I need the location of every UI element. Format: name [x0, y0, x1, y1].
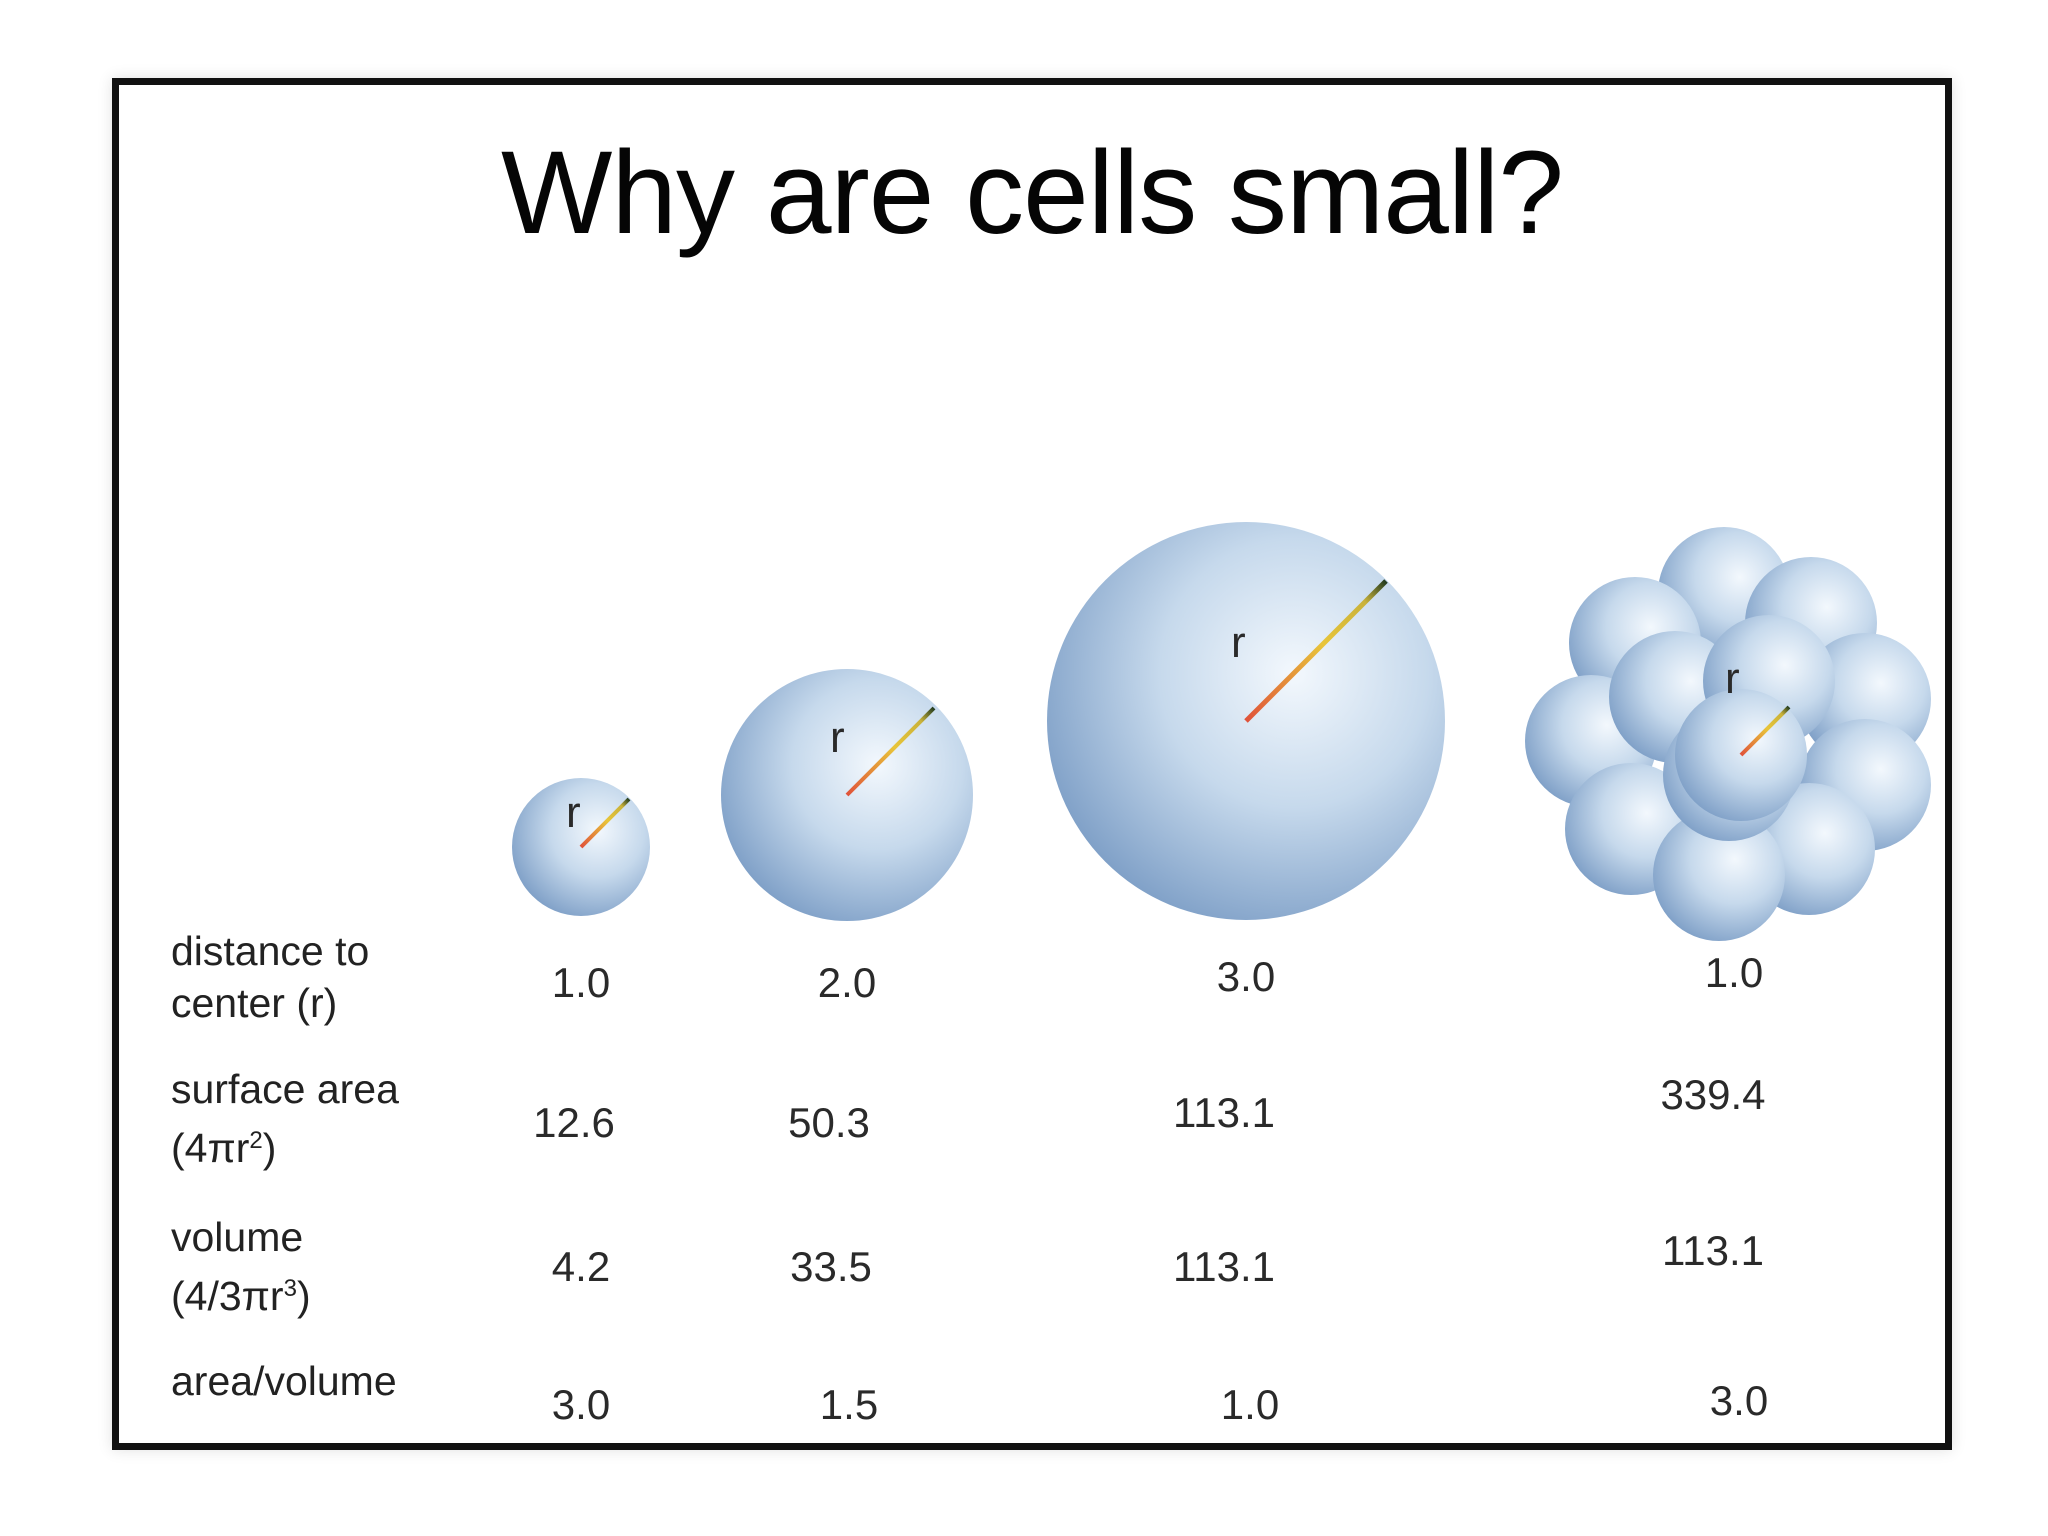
value-volume-small: 4.2 — [551, 1243, 611, 1290]
value-ratio-small: 3.0 — [551, 1381, 611, 1428]
row-label-ratio: area/volume — [171, 1355, 397, 1407]
slide-frame: Why are cells small? r r — [112, 78, 1952, 1450]
value-volume-large: 113.1 — [1173, 1243, 1275, 1290]
radius-line-small — [579, 797, 631, 849]
row-label-distance-line1: distance to — [171, 928, 370, 974]
row-label-surface: surface area (4πr2) — [171, 1063, 399, 1174]
row-label-distance-line2: center (r) — [171, 980, 338, 1026]
radius-line-cluster — [1739, 705, 1791, 757]
value-surface-cluster: 339.4 — [1660, 1071, 1766, 1118]
sphere-small: r — [512, 778, 650, 916]
row-label-surface-formula: (4πr2) — [171, 1125, 277, 1171]
sphere-large: r — [1047, 522, 1445, 920]
value-surface-large: 113.1 — [1173, 1089, 1275, 1136]
radius-marker-large: r — [1231, 618, 1246, 667]
value-radius-small: 1.0 — [551, 959, 611, 1006]
value-surface-medium: 50.3 — [788, 1099, 870, 1146]
value-radius-cluster: 1.0 — [1704, 949, 1764, 996]
radius-marker-medium: r — [830, 713, 845, 762]
row-label-volume-formula: (4/3πr3) — [171, 1273, 311, 1319]
row-label-distance: distance to center (r) — [171, 925, 369, 1029]
radius-line-large — [1244, 579, 1388, 723]
value-volume-medium: 33.5 — [790, 1243, 872, 1290]
value-ratio-medium: 1.5 — [819, 1381, 879, 1428]
radius-marker-small: r — [566, 788, 581, 837]
cluster-sphere — [1653, 809, 1785, 941]
sphere-medium: r — [721, 669, 973, 921]
value-radius-medium: 2.0 — [817, 959, 877, 1006]
value-ratio-large: 1.0 — [1220, 1381, 1280, 1428]
value-radius-large: 3.0 — [1216, 953, 1276, 1000]
sphere-cluster: r — [1525, 527, 1931, 941]
row-label-ratio-line1: area/volume — [171, 1358, 397, 1404]
row-label-volume: volume (4/3πr3) — [171, 1211, 311, 1322]
cell-size-diagram: r r r r — [512, 522, 1931, 941]
value-ratio-cluster: 3.0 — [1709, 1377, 1769, 1424]
slide-title: Why are cells small? — [501, 127, 1564, 259]
radius-marker-cluster: r — [1725, 654, 1740, 703]
value-volume-cluster: 113.1 — [1662, 1227, 1764, 1274]
row-label-surface-line1: surface area — [171, 1066, 399, 1112]
row-label-volume-line1: volume — [171, 1214, 304, 1260]
value-surface-small: 12.6 — [533, 1099, 615, 1146]
radius-line-medium — [845, 706, 936, 797]
